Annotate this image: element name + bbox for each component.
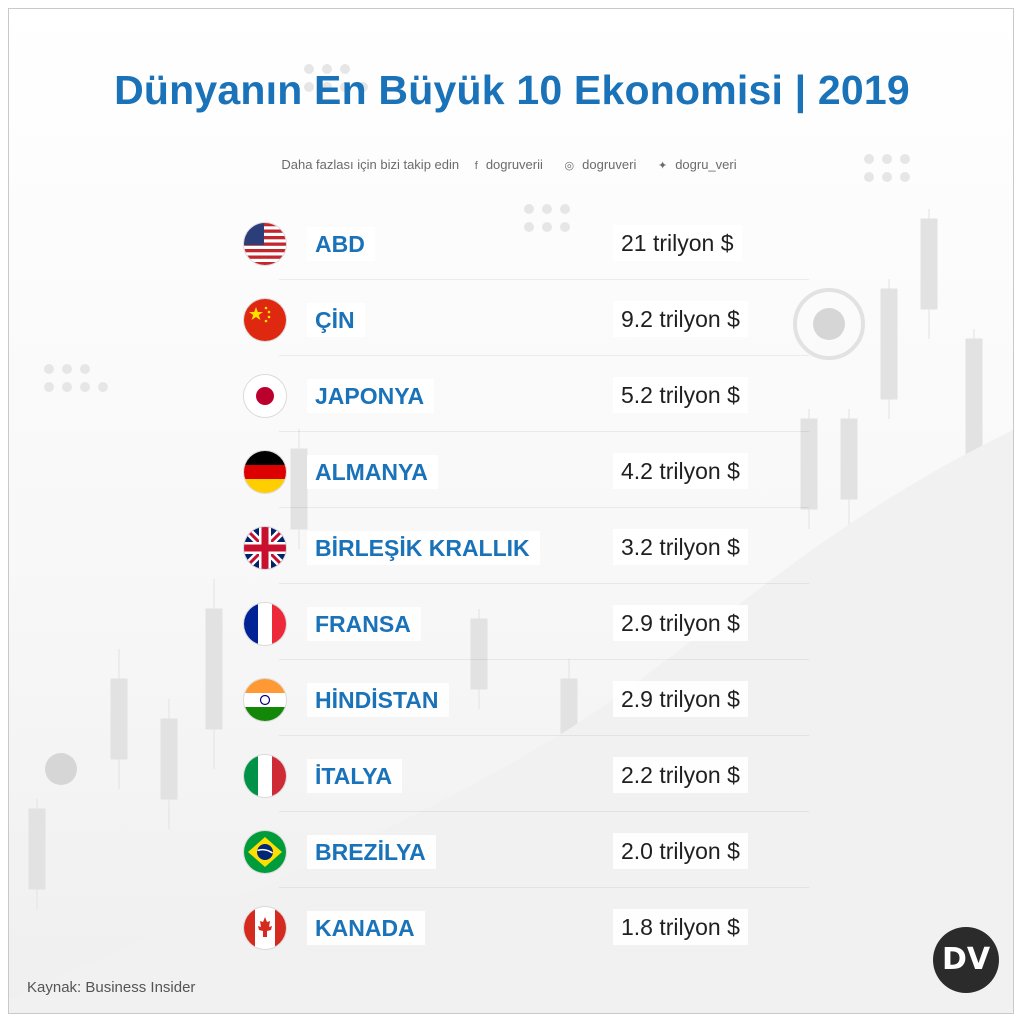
country-name: BREZİLYA	[307, 835, 436, 869]
facebook-handle-text: dogruverii	[485, 157, 543, 172]
facebook-handle[interactable]: f dogruverii	[475, 157, 549, 172]
gdp-value: 21 trilyon $	[613, 225, 742, 261]
gdp-value: 2.2 trilyon $	[613, 757, 748, 793]
gdp-value: 5.2 trilyon $	[613, 377, 748, 413]
row-divider	[279, 811, 809, 812]
list-item: JAPONYA 5.2 trilyon $	[9, 355, 1013, 431]
row-divider	[279, 355, 809, 356]
list-item: FRANSA 2.9 trilyon $	[9, 583, 1013, 659]
country-name: KANADA	[307, 911, 425, 945]
source-note: Kaynak: Business Insider	[27, 979, 196, 996]
country-name: FRANSA	[307, 607, 421, 641]
page-title: Dünyanın En Büyük 10 Ekonomisi | 2019	[114, 67, 910, 113]
india-flag-icon	[244, 679, 286, 721]
economy-list: ABD 21 trilyon $ ÇİN 9.2 trilyon $	[9, 9, 1013, 1013]
gdp-value: 2.0 trilyon $	[613, 833, 748, 869]
gdp-value: 3.2 trilyon $	[613, 529, 748, 565]
list-item: ÇİN 9.2 trilyon $	[9, 279, 1013, 355]
germany-flag-icon	[244, 451, 286, 493]
usa-flag-icon	[244, 223, 286, 265]
uk-flag-icon	[244, 527, 286, 569]
row-divider	[279, 659, 809, 660]
facebook-icon: f	[474, 160, 478, 172]
list-item: BİRLEŞİK KRALLIK 3.2 trilyon $	[9, 507, 1013, 583]
country-name: ÇİN	[307, 303, 365, 337]
list-item: KANADA 1.8 trilyon $	[9, 887, 1013, 963]
country-name: JAPONYA	[307, 379, 435, 413]
gdp-value: 4.2 trilyon $	[613, 453, 748, 489]
row-divider	[279, 735, 809, 736]
canada-flag-icon	[244, 907, 286, 949]
row-divider	[279, 583, 809, 584]
row-divider	[279, 431, 809, 432]
country-name: ABD	[307, 227, 375, 261]
country-name: ALMANYA	[307, 455, 438, 489]
follow-text: Daha fazlası için bizi takip edin	[281, 157, 460, 172]
instagram-handle[interactable]: ◎ dogruveri	[565, 157, 643, 172]
social-follow-line: Daha fazlası için bizi takip edin f dogru…	[9, 157, 1013, 172]
gdp-value: 2.9 trilyon $	[613, 605, 748, 641]
background-graphic	[9, 64, 1013, 1013]
list-item: BREZİLYA 2.0 trilyon $	[9, 811, 1013, 887]
country-name: HİNDİSTAN	[307, 683, 449, 717]
gdp-value: 9.2 trilyon $	[613, 301, 748, 337]
italy-flag-icon	[244, 755, 286, 797]
infographic-frame: Dünyanın En Büyük 10 Ekonomisi | 2019 Da…	[8, 8, 1014, 1014]
row-divider	[279, 279, 809, 280]
country-name: İTALYA	[307, 759, 403, 793]
brazil-flag-icon	[244, 831, 286, 873]
list-item: İTALYA 2.2 trilyon $	[9, 735, 1013, 811]
twitter-icon: ✦	[657, 160, 668, 172]
row-divider	[279, 507, 809, 508]
gdp-value: 1.8 trilyon $	[613, 909, 748, 945]
dv-logo: DV	[933, 927, 999, 993]
list-item: ALMANYA 4.2 trilyon $	[9, 431, 1013, 507]
instagram-icon: ◎	[564, 160, 575, 172]
instagram-handle-text: dogruveri	[582, 157, 637, 172]
row-divider	[279, 887, 809, 888]
japan-flag-icon	[244, 375, 286, 417]
list-item: HİNDİSTAN 2.9 trilyon $	[9, 659, 1013, 735]
list-item: ABD 21 trilyon $	[9, 203, 1013, 279]
twitter-handle-text: dogru_veri	[675, 157, 737, 172]
twitter-handle[interactable]: ✦ dogru_veri	[658, 157, 743, 172]
gdp-value: 2.9 trilyon $	[613, 681, 748, 717]
china-flag-icon	[244, 299, 286, 341]
france-flag-icon	[244, 603, 286, 645]
country-name: BİRLEŞİK KRALLIK	[307, 531, 540, 565]
